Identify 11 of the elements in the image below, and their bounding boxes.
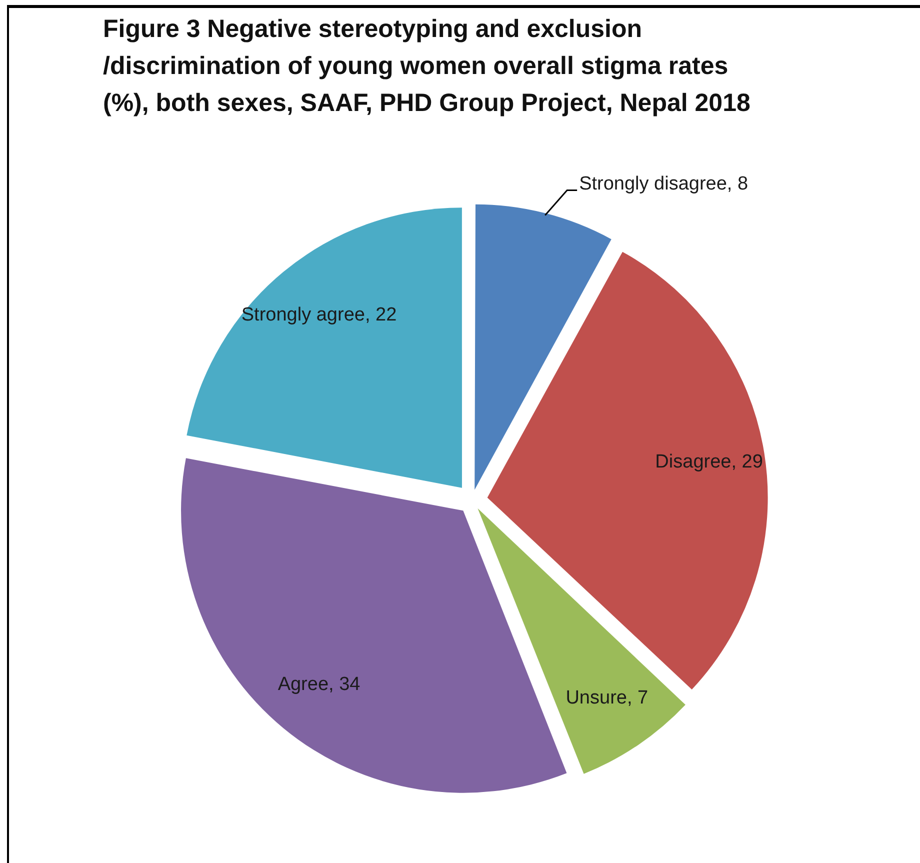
slice-label: Agree xyxy=(278,674,329,696)
data-label: , 29 xyxy=(731,452,763,473)
data-label: , 8 xyxy=(726,173,748,194)
slice-label: Disagree xyxy=(655,452,732,473)
slice-label: Strongly agree xyxy=(241,304,365,326)
data-label: , 34 xyxy=(328,674,361,696)
slice-label: Strongly disagree xyxy=(579,173,727,194)
slice-label: Unsure xyxy=(566,688,627,709)
data-label: , 7 xyxy=(626,688,648,709)
data-label: , 22 xyxy=(364,304,397,326)
chart-title: Figure 3 Negative stereotyping and exclusion /discrimination of young women overall stigma rates (%), both sexes, SAAF, PHD Group Project, Nepal 2018 xyxy=(103,14,752,119)
